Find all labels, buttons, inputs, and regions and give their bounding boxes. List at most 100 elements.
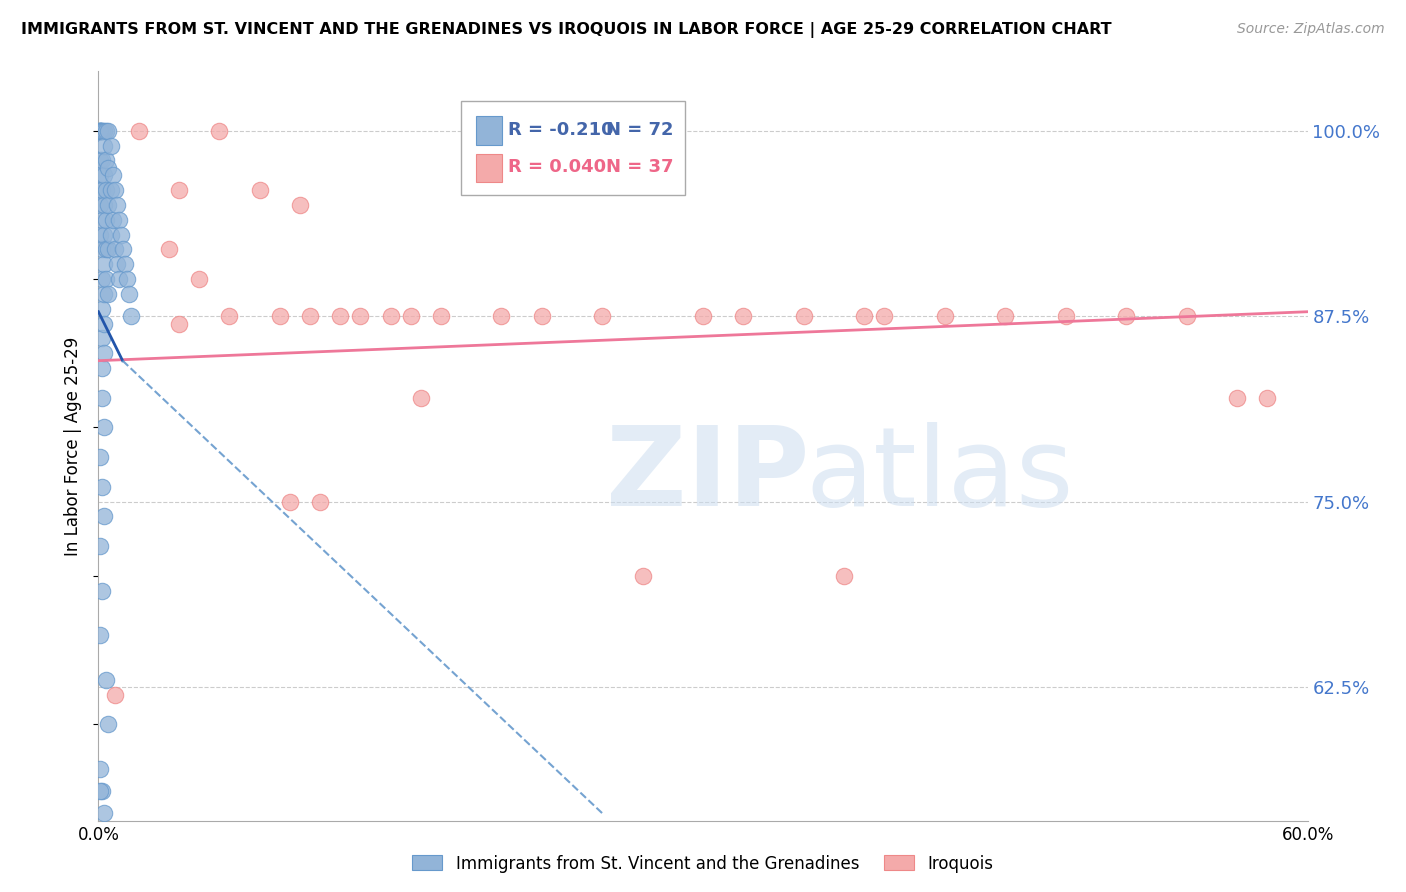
Point — [107, 212, 129, 227]
Point — [167, 183, 190, 197]
Text: Source: ZipAtlas.com: Source: ZipAtlas.com — [1237, 22, 1385, 37]
Point — [101, 168, 124, 182]
Point — [934, 309, 956, 323]
Point — [100, 183, 122, 197]
Point — [96, 153, 118, 168]
Point — [89, 183, 111, 197]
Point — [91, 361, 114, 376]
Point — [249, 183, 271, 197]
Point — [91, 391, 114, 405]
Point — [103, 243, 125, 257]
Point — [1256, 391, 1278, 405]
Point — [89, 168, 111, 182]
Text: IMMIGRANTS FROM ST. VINCENT AND THE GRENADINES VS IROQUOIS IN LABOR FORCE | AGE : IMMIGRANTS FROM ST. VINCENT AND THE GREN… — [21, 22, 1112, 38]
Point — [208, 124, 231, 138]
Point — [591, 309, 613, 323]
Point — [349, 309, 371, 323]
Point — [107, 272, 129, 286]
Point — [91, 153, 114, 168]
Point — [114, 257, 136, 271]
Point — [93, 227, 115, 242]
Point — [278, 494, 301, 508]
Point — [118, 287, 141, 301]
Point — [91, 784, 114, 798]
Point — [733, 309, 755, 323]
Point — [89, 628, 111, 642]
Point — [89, 124, 111, 138]
Point — [93, 509, 115, 524]
Point — [89, 124, 111, 138]
Point — [97, 717, 120, 731]
Legend: Immigrants from St. Vincent and the Grenadines, Iroquois: Immigrants from St. Vincent and the Gren… — [406, 848, 1000, 880]
Point — [91, 124, 114, 138]
Point — [1115, 309, 1137, 323]
Point — [103, 183, 125, 197]
Point — [89, 762, 111, 776]
Point — [853, 309, 876, 323]
FancyBboxPatch shape — [475, 153, 502, 182]
Text: R = -0.210: R = -0.210 — [509, 120, 614, 139]
Point — [91, 272, 114, 286]
Point — [97, 124, 120, 138]
Point — [93, 806, 115, 821]
Point — [1175, 309, 1198, 323]
Point — [105, 257, 128, 271]
Point — [128, 124, 150, 138]
Point — [96, 272, 118, 286]
Point — [103, 688, 125, 702]
Point — [329, 309, 352, 323]
FancyBboxPatch shape — [475, 116, 502, 145]
Point — [93, 138, 115, 153]
Point — [409, 391, 432, 405]
Text: N = 37: N = 37 — [606, 158, 673, 177]
Point — [218, 309, 240, 323]
Point — [89, 153, 111, 168]
Point — [115, 272, 138, 286]
Point — [89, 450, 111, 464]
Point — [97, 161, 120, 175]
Point — [89, 124, 111, 138]
Point — [91, 331, 114, 345]
Point — [93, 317, 115, 331]
Point — [96, 124, 118, 138]
Text: atlas: atlas — [806, 423, 1074, 530]
Point — [167, 317, 190, 331]
Point — [100, 227, 122, 242]
Point — [89, 198, 111, 212]
Point — [380, 309, 402, 323]
Y-axis label: In Labor Force | Age 25-29: In Labor Force | Age 25-29 — [65, 336, 83, 556]
Text: N = 72: N = 72 — [606, 120, 673, 139]
Text: ZIP: ZIP — [606, 423, 810, 530]
Point — [832, 569, 855, 583]
Point — [91, 480, 114, 494]
Point — [93, 124, 115, 138]
Point — [530, 309, 553, 323]
Point — [299, 309, 322, 323]
Point — [111, 243, 134, 257]
Point — [100, 138, 122, 153]
Point — [89, 539, 111, 553]
Point — [91, 243, 114, 257]
Point — [1054, 309, 1077, 323]
Point — [89, 124, 111, 138]
Point — [91, 301, 114, 316]
Point — [91, 124, 114, 138]
Point — [188, 272, 211, 286]
Point — [96, 183, 118, 197]
Point — [96, 243, 118, 257]
Point — [631, 569, 654, 583]
Point — [89, 784, 111, 798]
Point — [101, 212, 124, 227]
Point — [692, 309, 714, 323]
Point — [96, 673, 118, 687]
Point — [1226, 391, 1249, 405]
Point — [288, 198, 311, 212]
Point — [994, 309, 1017, 323]
Point — [105, 198, 128, 212]
Point — [157, 243, 180, 257]
Point — [96, 212, 118, 227]
Point — [873, 309, 896, 323]
Point — [93, 287, 115, 301]
Point — [93, 420, 115, 434]
Point — [93, 198, 115, 212]
